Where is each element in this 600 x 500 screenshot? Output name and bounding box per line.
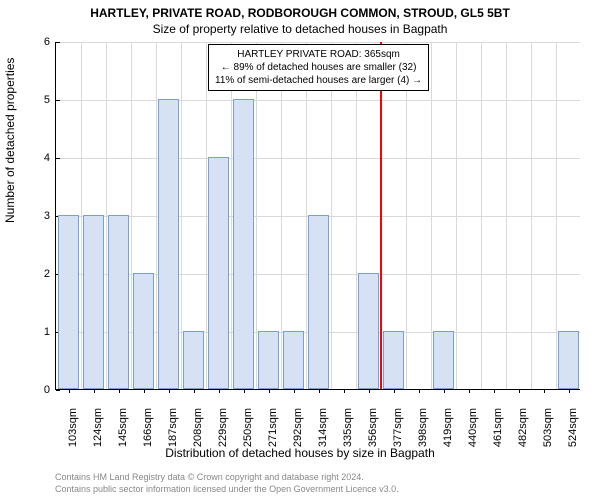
bar <box>233 99 254 389</box>
x-tick-mark <box>344 389 345 393</box>
y-axis-label: Number of detached properties <box>3 58 17 223</box>
info-line-1: HARTLEY PRIVATE ROAD: 365sqm <box>215 48 422 61</box>
x-tick: 187sqm <box>167 402 179 447</box>
x-tick: 440sqm <box>467 402 479 447</box>
gridline-v <box>131 42 132 389</box>
x-tick: 271sqm <box>267 402 279 447</box>
y-tick: 0 <box>44 384 56 396</box>
x-tick-mark <box>494 389 495 393</box>
gridline-h <box>56 158 580 159</box>
gridline-v <box>256 42 257 389</box>
chart-container: HARTLEY, PRIVATE ROAD, RODBOROUGH COMMON… <box>0 0 600 500</box>
plot-area: 0123456103sqm124sqm145sqm166sqm187sqm208… <box>55 42 580 390</box>
y-tick: 3 <box>44 210 56 222</box>
x-tick: 356sqm <box>367 402 379 447</box>
gridline-v <box>531 42 532 389</box>
x-tick: 103sqm <box>67 402 79 447</box>
y-tick: 5 <box>44 94 56 106</box>
gridline-v <box>156 42 157 389</box>
x-tick-mark <box>194 389 195 393</box>
bar <box>258 331 279 389</box>
gridline-v <box>356 42 357 389</box>
x-tick: 250sqm <box>242 402 254 447</box>
x-tick: 208sqm <box>192 402 204 447</box>
x-tick: 292sqm <box>292 402 304 447</box>
bar <box>83 215 104 389</box>
bar <box>283 331 304 389</box>
bar <box>108 215 129 389</box>
x-tick-mark <box>369 389 370 393</box>
marker-line <box>380 42 382 389</box>
bar <box>383 331 404 389</box>
footer-copyright: Contains HM Land Registry data © Crown c… <box>55 472 364 482</box>
title-sub: Size of property relative to detached ho… <box>0 22 600 36</box>
bar <box>308 215 329 389</box>
x-tick-mark <box>244 389 245 393</box>
gridline-v <box>506 42 507 389</box>
x-axis-label: Distribution of detached houses by size … <box>0 446 600 460</box>
y-tick: 2 <box>44 268 56 280</box>
x-tick: 398sqm <box>417 402 429 447</box>
x-tick: 166sqm <box>142 402 154 447</box>
x-tick-mark <box>119 389 120 393</box>
info-line-3: 11% of semi-detached houses are larger (… <box>215 74 422 87</box>
gridline-v <box>481 42 482 389</box>
gridline-v <box>106 42 107 389</box>
x-tick: 461sqm <box>492 402 504 447</box>
x-tick-mark <box>69 389 70 393</box>
x-tick-mark <box>219 389 220 393</box>
y-tick: 4 <box>44 152 56 164</box>
info-line-2: ← 89% of detached houses are smaller (32… <box>215 61 422 74</box>
x-tick-mark <box>294 389 295 393</box>
gridline-v <box>81 42 82 389</box>
x-tick-mark <box>519 389 520 393</box>
gridline-v <box>206 42 207 389</box>
x-tick-mark <box>419 389 420 393</box>
title-main: HARTLEY, PRIVATE ROAD, RODBOROUGH COMMON… <box>0 6 600 20</box>
bar <box>133 273 154 389</box>
x-tick-mark <box>544 389 545 393</box>
gridline-v <box>406 42 407 389</box>
x-tick: 124sqm <box>92 402 104 447</box>
x-tick-mark <box>469 389 470 393</box>
x-tick: 229sqm <box>217 402 229 447</box>
footer-licence: Contains public sector information licen… <box>55 484 399 494</box>
y-tick: 1 <box>44 326 56 338</box>
gridline-v <box>181 42 182 389</box>
bar <box>558 331 579 389</box>
gridline-v <box>231 42 232 389</box>
bar <box>433 331 454 389</box>
x-tick: 335sqm <box>342 402 354 447</box>
bar <box>183 331 204 389</box>
bar <box>58 215 79 389</box>
x-tick-mark <box>394 389 395 393</box>
x-tick: 524sqm <box>567 402 579 447</box>
bar <box>358 273 379 389</box>
gridline-v <box>331 42 332 389</box>
bar <box>208 157 229 389</box>
x-tick-mark <box>444 389 445 393</box>
y-tick: 6 <box>44 36 56 48</box>
x-tick-mark <box>144 389 145 393</box>
gridline-v <box>556 42 557 389</box>
x-tick-mark <box>169 389 170 393</box>
x-tick-mark <box>569 389 570 393</box>
x-tick: 503sqm <box>542 402 554 447</box>
x-tick-mark <box>319 389 320 393</box>
gridline-v <box>306 42 307 389</box>
gridline-h <box>56 42 580 43</box>
gridline-v <box>281 42 282 389</box>
bar <box>158 99 179 389</box>
info-box: HARTLEY PRIVATE ROAD: 365sqm ← 89% of de… <box>208 44 429 91</box>
x-tick: 145sqm <box>117 402 129 447</box>
x-tick: 482sqm <box>517 402 529 447</box>
x-tick-mark <box>269 389 270 393</box>
gridline-v <box>456 42 457 389</box>
x-tick: 314sqm <box>317 402 329 447</box>
x-tick-mark <box>94 389 95 393</box>
x-tick: 377sqm <box>392 402 404 447</box>
gridline-h <box>56 100 580 101</box>
x-tick: 419sqm <box>442 402 454 447</box>
gridline-v <box>431 42 432 389</box>
